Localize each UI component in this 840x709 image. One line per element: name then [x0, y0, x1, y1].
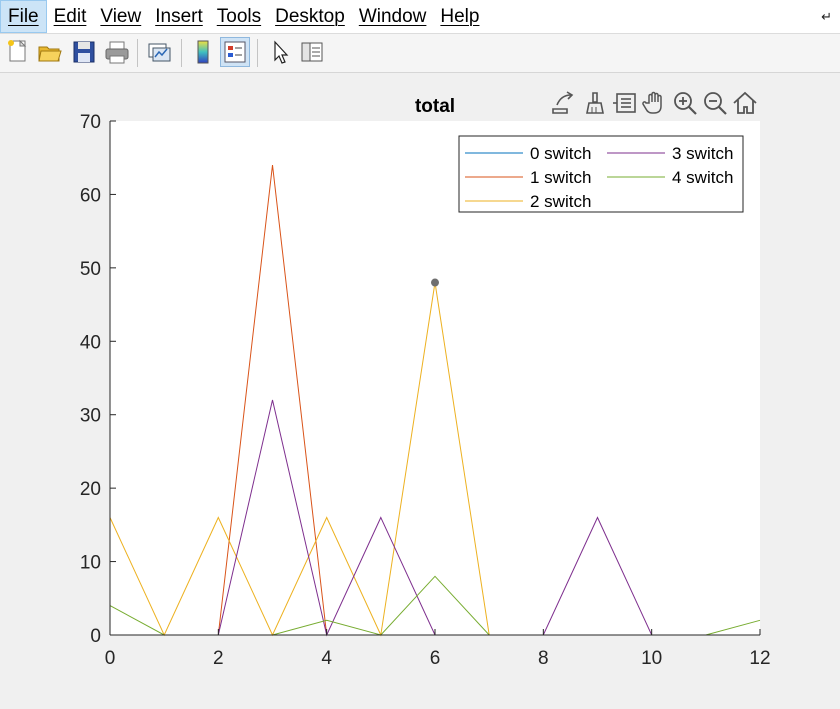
x-tick-label: 4: [321, 648, 332, 669]
toolbar-separator: [181, 39, 182, 67]
menu-file[interactable]: File: [0, 0, 47, 33]
plot-canvas[interactable]: 0 10 20 30 40 50 60 70 0 2 4 6 8 10 12 total 0 switch 1…: [0, 73, 840, 704]
figure-window: 0 10 20 30 40 50 60 70 0 2 4 6 8 10 12 total 0 switch 1…: [0, 73, 840, 704]
open-file-icon[interactable]: [35, 37, 65, 67]
menu-tools[interactable]: Tools: [216, 6, 262, 27]
menu-help[interactable]: Help: [440, 6, 480, 27]
dock-figure-icon[interactable]: ↵: [821, 9, 832, 24]
brush-icon[interactable]: [581, 89, 609, 117]
toolbar-separator: [257, 39, 258, 67]
save-icon[interactable]: [69, 37, 99, 67]
y-tick-label: 20: [80, 479, 101, 500]
edit-plot-icon[interactable]: [265, 37, 295, 67]
pan-icon[interactable]: [641, 89, 669, 117]
y-tick-label: 40: [80, 332, 101, 353]
menu-bar: File Edit View Insert Tools Desktop Wind…: [0, 0, 840, 34]
insert-legend-icon[interactable]: [220, 37, 250, 67]
x-tick-label: 6: [430, 648, 441, 669]
x-tick-label: 0: [105, 648, 116, 669]
tick-labels: 0 10 20 30 40 50 60 70 0 2 4 6 8 10 12: [80, 112, 771, 669]
x-tick-label: 12: [749, 648, 770, 669]
menu-window[interactable]: Window: [358, 6, 427, 27]
legend[interactable]: 0 switch 1 switch 2 switch 3 switch 4 switch: [458, 135, 744, 213]
home-icon[interactable]: [731, 89, 759, 117]
y-tick-label: 0: [90, 626, 101, 647]
x-tick-label: 10: [641, 648, 662, 669]
data-tip-dot[interactable]: [431, 278, 439, 287]
export-icon[interactable]: [549, 89, 577, 117]
y-tick-label: 70: [80, 112, 101, 133]
figure-toolbar: [0, 34, 840, 73]
print-icon[interactable]: [102, 37, 132, 67]
menu-insert[interactable]: Insert: [155, 6, 203, 27]
data-tip-marker[interactable]: [431, 278, 439, 287]
x-tick-label: 8: [538, 648, 549, 669]
y-tick-label: 50: [80, 259, 101, 280]
legend-label-3: 3 switch: [672, 144, 733, 163]
y-tick-label: 10: [80, 553, 101, 574]
menu-edit[interactable]: Edit: [53, 6, 87, 27]
link-plot-icon[interactable]: [144, 37, 174, 67]
menu-view[interactable]: View: [100, 6, 142, 27]
chart-title: total: [415, 96, 455, 117]
y-tick-label: 30: [80, 406, 101, 427]
data-tips-icon[interactable]: [611, 89, 639, 117]
zoom-out-icon[interactable]: [701, 89, 729, 117]
legend-label-4: 4 switch: [672, 168, 733, 187]
legend-label-1: 1 switch: [530, 168, 591, 187]
legend-label-0: 0 switch: [530, 144, 591, 163]
x-tick-label: 2: [213, 648, 224, 669]
menu-desktop[interactable]: Desktop: [275, 6, 345, 27]
legend-box: [458, 135, 744, 213]
property-inspector-icon[interactable]: [297, 37, 327, 67]
insert-colorbar-icon[interactable]: [188, 37, 218, 67]
toolbar-separator: [137, 39, 138, 67]
legend-label-2: 2 switch: [530, 192, 591, 211]
new-figure-icon[interactable]: [3, 37, 33, 67]
axes-lines: [109, 120, 761, 636]
axes-toolbar: [549, 89, 761, 119]
y-tick-label: 60: [80, 185, 101, 206]
zoom-in-icon[interactable]: [671, 89, 699, 117]
